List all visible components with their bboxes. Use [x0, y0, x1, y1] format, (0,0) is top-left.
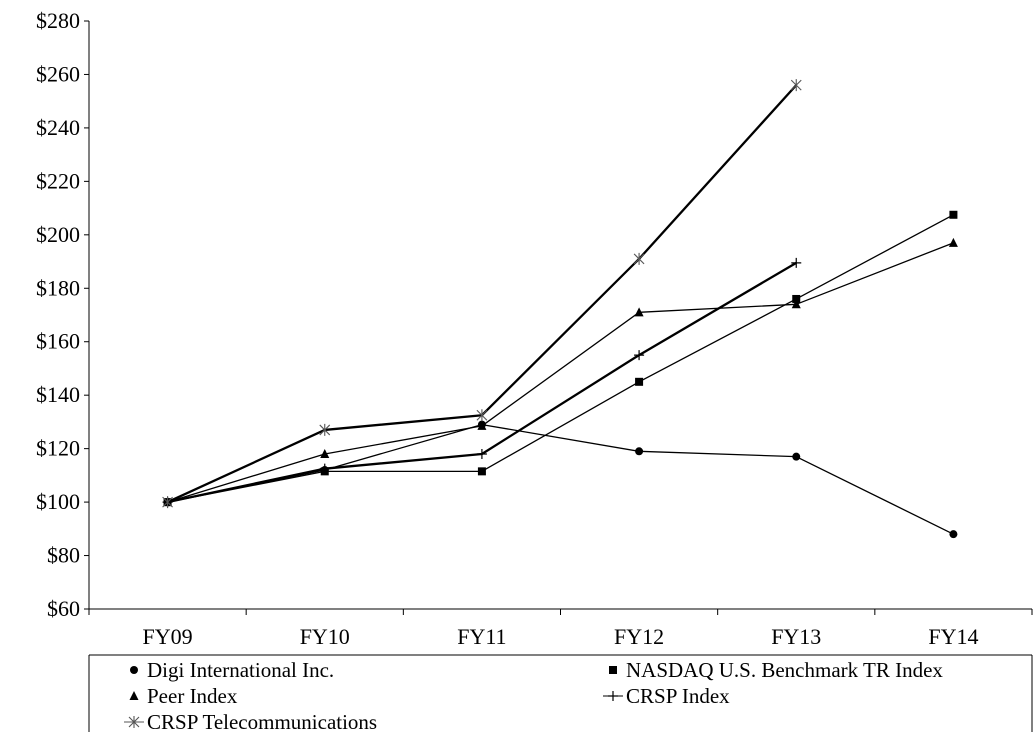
data-point — [477, 420, 487, 430]
legend: Digi International Inc. NASDAQ U.S. Bench… — [88, 654, 1033, 734]
y-tick-label: $60 — [47, 596, 80, 621]
data-point — [476, 409, 488, 422]
series-line — [167, 84, 798, 504]
data-point — [791, 299, 801, 309]
y-tick-label: $180 — [36, 275, 80, 300]
legend-marker — [609, 666, 617, 674]
data-point — [949, 210, 958, 219]
data-point — [633, 252, 645, 265]
data-point — [635, 447, 644, 456]
series-line — [167, 214, 954, 503]
y-tick-label: $280 — [36, 8, 80, 33]
data-point — [792, 294, 801, 303]
legend-label: Peer Index — [147, 684, 238, 708]
y-tick-label: $160 — [36, 329, 80, 354]
data-point — [319, 423, 331, 436]
series-4 — [162, 79, 802, 509]
legend-label: CRSP Telecommunications — [147, 710, 377, 732]
y-tick-label: $240 — [36, 115, 80, 140]
data-point — [634, 350, 645, 361]
legend-item: CRSP Telecommunications — [124, 710, 377, 734]
legend-label: CRSP Index — [626, 684, 730, 708]
legend-marker — [608, 691, 618, 701]
legend-marker — [129, 691, 139, 700]
data-point — [791, 257, 802, 268]
axes — [88, 21, 1032, 610]
data-point — [792, 452, 801, 461]
data-point — [790, 79, 802, 92]
data-point — [949, 530, 958, 539]
legend-label: Digi International Inc. — [147, 658, 334, 682]
x-tick-label: FY11 — [457, 624, 506, 649]
data-point — [319, 463, 330, 474]
data-point — [635, 377, 644, 386]
x-tick-label: FY13 — [771, 624, 821, 649]
x-axis-ticks: FY09 FY10 FY11 FY12 FY13 FY14 — [88, 609, 1033, 649]
x-tick-label: FY09 — [143, 624, 193, 649]
data-point — [477, 467, 486, 476]
legend-marker — [130, 666, 138, 674]
y-tick-label: $260 — [36, 61, 80, 86]
data-point — [948, 237, 958, 247]
series-lines — [162, 79, 958, 539]
y-tick-label: $220 — [36, 168, 80, 193]
legend-item: Peer Index — [129, 684, 238, 708]
y-axis-ticks: $60 $80 $100 $120 $140 $160 $180 $200 $220 $240 $2… — [36, 8, 89, 621]
y-tick-label: $200 — [36, 222, 80, 247]
series-2 — [163, 237, 958, 507]
series-line — [167, 242, 954, 503]
legend-label: NASDAQ U.S. Benchmark TR Index — [626, 658, 943, 682]
legend-item: NASDAQ U.S. Benchmark TR Index — [609, 658, 943, 682]
legend-marker — [128, 716, 140, 728]
series-1 — [163, 210, 958, 507]
legend-item: CRSP Index — [603, 684, 730, 708]
y-tick-label: $80 — [47, 543, 80, 568]
x-tick-label: FY14 — [928, 624, 978, 649]
data-point — [476, 448, 487, 459]
y-tick-label: $100 — [36, 489, 80, 514]
y-tick-label: $140 — [36, 382, 80, 407]
x-tick-label: FY10 — [300, 624, 350, 649]
series-line — [167, 261, 797, 504]
data-point — [162, 496, 173, 509]
x-tick-label: FY12 — [614, 624, 664, 649]
data-point — [320, 448, 330, 458]
y-tick-label: $120 — [36, 436, 80, 461]
data-point — [634, 307, 644, 317]
legend-item: Digi International Inc. — [130, 658, 334, 682]
